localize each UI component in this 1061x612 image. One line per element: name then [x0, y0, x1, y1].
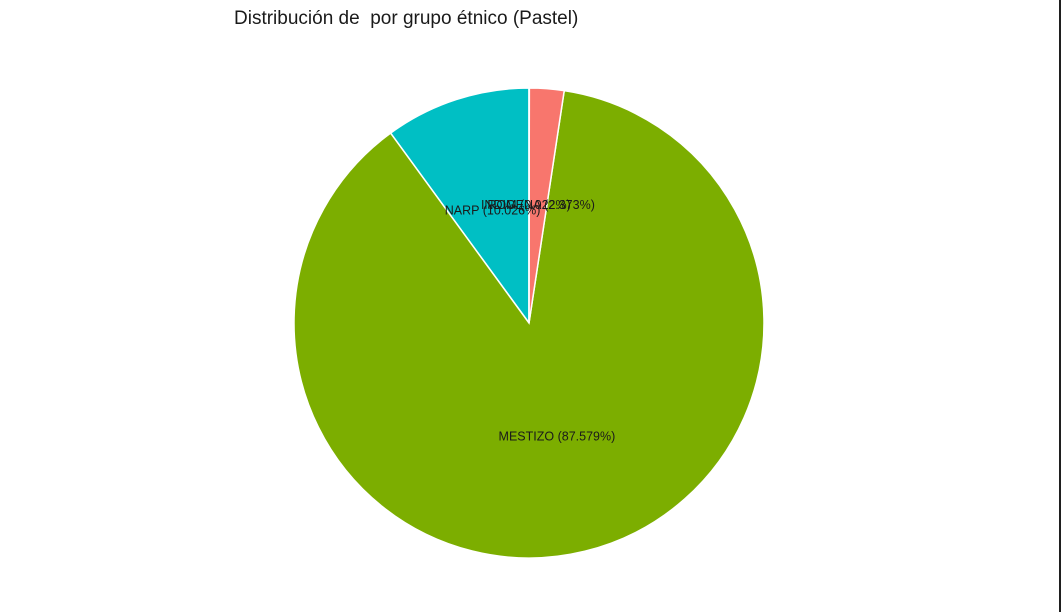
- chart-title: Distribución de por grupo étnico (Pastel…: [234, 8, 579, 29]
- pie-slices: [293, 87, 765, 559]
- slice-label-rom: ROM (0.022%): [487, 198, 570, 212]
- pie-slice-narp: [389, 87, 530, 326]
- pie-slice-mestizo: [293, 89, 765, 559]
- slice-label-mestizo: MESTIZO (87.579%): [499, 429, 616, 443]
- slice-label-indigena: INDIGENA (2.373%): [481, 198, 595, 212]
- slice-label-narp: NARP (10.026%): [445, 204, 541, 218]
- pie-labels: NARP (10.026%) MESTIZO (87.579%) INDIGENA …: [445, 198, 615, 444]
